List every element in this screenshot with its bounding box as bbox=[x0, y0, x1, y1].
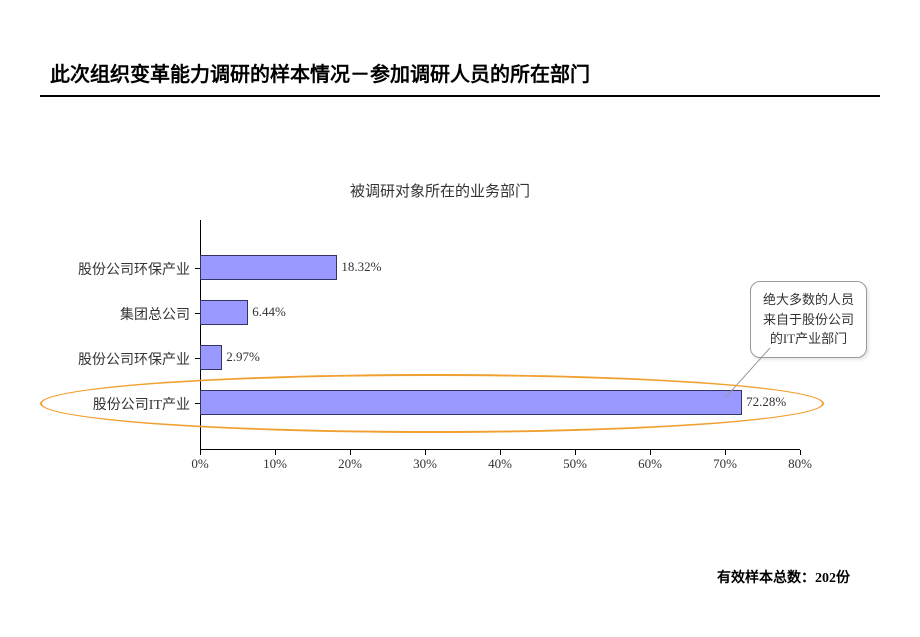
title-underline bbox=[40, 95, 880, 97]
category-label: 股份公司IT产业 bbox=[93, 394, 190, 414]
x-tick-label: 10% bbox=[263, 456, 287, 472]
x-tick-label: 60% bbox=[638, 456, 662, 472]
callout-line: 绝大多数的人员 bbox=[763, 290, 854, 310]
x-tick-label: 80% bbox=[788, 456, 812, 472]
footer-note: 有效样本总数：202份 bbox=[717, 567, 850, 587]
bar-value-label: 18.32% bbox=[341, 259, 381, 275]
x-tick-label: 70% bbox=[713, 456, 737, 472]
x-tick bbox=[575, 450, 576, 455]
bar bbox=[200, 300, 248, 325]
x-tick-label: 20% bbox=[338, 456, 362, 472]
x-tick bbox=[200, 450, 201, 455]
category-label: 集团总公司 bbox=[120, 304, 190, 324]
x-tick bbox=[350, 450, 351, 455]
x-tick bbox=[275, 450, 276, 455]
chart-area: 被调研对象所在的业务部门 0%10%20%30%40%50%60%70%80%股… bbox=[40, 180, 840, 500]
bar-row: 集团总公司6.44% bbox=[200, 290, 800, 335]
bar-row: 股份公司环保产业2.97% bbox=[200, 335, 800, 380]
bar-row: 股份公司IT产业72.28% bbox=[200, 380, 800, 425]
callout-line: 的IT产业部门 bbox=[763, 329, 854, 349]
x-tick-label: 30% bbox=[413, 456, 437, 472]
category-label: 股份公司环保产业 bbox=[78, 349, 190, 369]
x-tick bbox=[800, 450, 801, 455]
bar-value-label: 2.97% bbox=[226, 349, 260, 365]
plot-region: 0%10%20%30%40%50%60%70%80%股份公司环保产业18.32%… bbox=[200, 220, 800, 450]
x-tick bbox=[500, 450, 501, 455]
x-tick bbox=[725, 450, 726, 455]
x-tick bbox=[425, 450, 426, 455]
bar-row: 股份公司环保产业18.32% bbox=[200, 245, 800, 290]
callout-annotation: 绝大多数的人员 来自于股份公司 的IT产业部门 bbox=[750, 281, 867, 358]
bar bbox=[200, 390, 742, 415]
x-tick-label: 50% bbox=[563, 456, 587, 472]
bar-value-label: 72.28% bbox=[746, 394, 786, 410]
bar-value-label: 6.44% bbox=[252, 304, 286, 320]
x-tick bbox=[650, 450, 651, 455]
page-title: 此次组织变革能力调研的样本情况－参加调研人员的所在部门 bbox=[50, 58, 590, 87]
category-label: 股份公司环保产业 bbox=[78, 259, 190, 279]
x-tick-label: 0% bbox=[191, 456, 208, 472]
bar bbox=[200, 255, 337, 280]
chart-title: 被调研对象所在的业务部门 bbox=[40, 180, 840, 201]
callout-line: 来自于股份公司 bbox=[763, 310, 854, 330]
bar bbox=[200, 345, 222, 370]
x-tick-label: 40% bbox=[488, 456, 512, 472]
